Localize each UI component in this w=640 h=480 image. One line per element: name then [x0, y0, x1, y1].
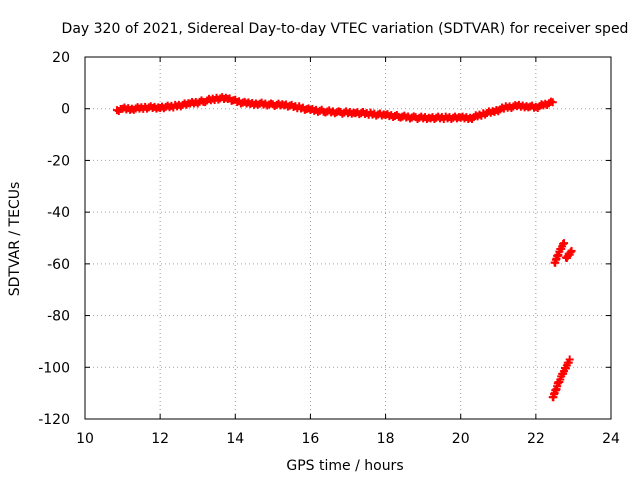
y-tick-label: -120 — [38, 412, 70, 428]
x-tick-label: 10 — [76, 431, 94, 447]
plot-frame — [84, 56, 612, 420]
y-tick-label: 0 — [61, 102, 70, 118]
x-axis-label: GPS time / hours — [286, 458, 403, 474]
x-tick-label: 14 — [226, 431, 244, 447]
x-tick-label: 12 — [151, 431, 169, 447]
y-tick-label: -60 — [47, 257, 70, 273]
data-point — [567, 246, 576, 255]
x-tick-label: 20 — [452, 431, 470, 447]
y-tick-label: -100 — [38, 360, 70, 376]
chart-title: Day 320 of 2021, Sidereal Day-to-day VTE… — [62, 21, 629, 37]
y-tick-label: -20 — [47, 153, 70, 169]
y-tick-label: 20 — [52, 50, 70, 66]
y-axis-label: SDTVAR / TECUs — [7, 182, 23, 297]
x-tick-label: 16 — [302, 431, 320, 447]
data-points — [112, 93, 576, 402]
x-tick-label: 22 — [527, 431, 545, 447]
data-point — [565, 355, 574, 364]
y-tick-label: -80 — [47, 309, 70, 325]
x-tick-label: 24 — [602, 431, 620, 447]
x-tick-label: 18 — [377, 431, 395, 447]
data-point — [548, 98, 557, 107]
axis-ticks: 10 12 14 16 18 20 22 24 20 0 -20 -40 -60 -80 -100 -120 — [38, 50, 620, 447]
data-point — [560, 239, 569, 248]
y-tick-label: -40 — [47, 205, 70, 221]
